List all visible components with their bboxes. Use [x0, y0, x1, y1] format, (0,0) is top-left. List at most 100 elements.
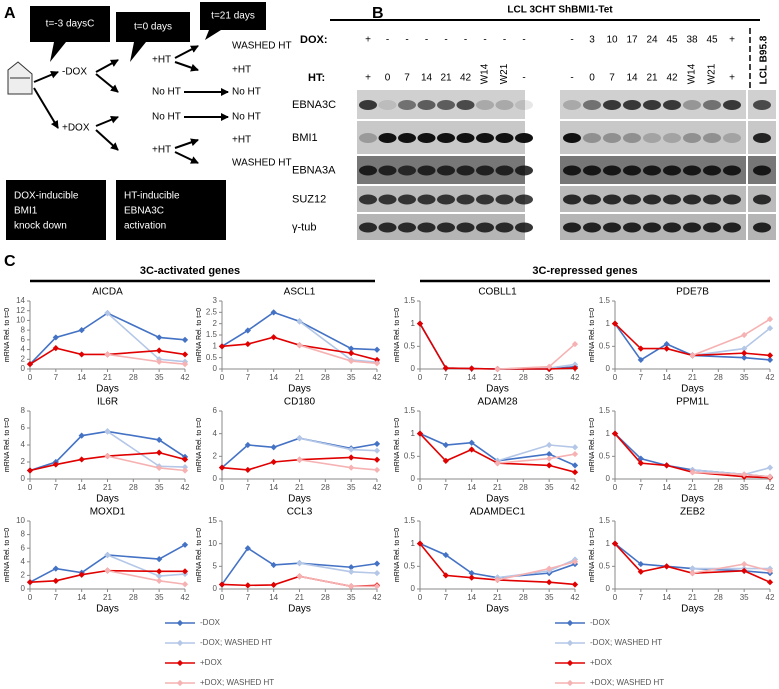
tube-icon: [7, 61, 33, 95]
y-tick-label: 1: [213, 341, 218, 350]
legend-label: +DOX: [590, 658, 613, 667]
point: [373, 570, 381, 577]
condition-label: +HT: [232, 65, 251, 76]
series-line: [299, 437, 378, 452]
point: [663, 563, 670, 570]
blot-band: [398, 133, 416, 143]
lane-label: 21: [440, 73, 452, 84]
point: [244, 466, 251, 474]
protein-label: EBNA3C: [292, 99, 336, 111]
x-axis-label: Days: [681, 604, 704, 615]
x-tick-label: 42: [181, 373, 190, 382]
x-tick-label: 42: [373, 373, 382, 382]
point: [296, 318, 303, 325]
x-tick-label: 42: [373, 593, 382, 602]
blot-band: [417, 165, 436, 176]
blot-band: [437, 133, 455, 143]
blot-band: [378, 194, 397, 205]
blot-band: [683, 194, 701, 205]
condition-label: No HT: [152, 87, 181, 98]
y-tick-label: 6: [21, 543, 26, 552]
point: [442, 551, 449, 559]
y-tick-label: 8: [21, 325, 26, 334]
point: [270, 458, 277, 466]
point: [611, 430, 619, 437]
x-tick-label: 28: [321, 593, 330, 602]
blot-band: [623, 194, 641, 205]
blot-band: [359, 194, 377, 205]
blot-band: [456, 194, 475, 205]
lane-label: -: [503, 35, 506, 46]
x-tick-label: 35: [545, 593, 554, 602]
blot-band: [583, 165, 601, 176]
point: [373, 466, 381, 474]
series-line: [497, 561, 576, 581]
y-tick-label: 0.5: [404, 451, 416, 460]
lane-label: 0: [589, 73, 595, 84]
lane-label: 38: [686, 35, 698, 46]
y-tick-label: 4: [213, 429, 218, 438]
chart-title: MOXD1: [90, 507, 126, 518]
point: [296, 435, 303, 442]
blot-band: [753, 100, 771, 110]
lane-label: 14: [421, 73, 433, 84]
blot-band: [563, 194, 581, 205]
legend-marker: [176, 679, 184, 687]
point: [373, 560, 381, 567]
lane-label: 10: [606, 35, 618, 46]
point: [156, 358, 163, 365]
condition-label: +HT: [232, 135, 251, 146]
point: [348, 446, 355, 453]
x-tick-label: 21: [688, 483, 697, 492]
blot-band: [603, 222, 621, 233]
y-tick-label: 0: [213, 364, 218, 373]
point: [766, 579, 774, 586]
x-tick-label: 28: [714, 373, 723, 382]
point: [348, 454, 355, 461]
y-tick-label: 4: [21, 345, 26, 354]
point: [26, 579, 34, 586]
legend-label: +DOX; WASHED HT: [590, 678, 664, 687]
point: [181, 351, 189, 358]
x-tick-label: 35: [155, 483, 164, 492]
point: [348, 357, 355, 365]
point: [296, 560, 303, 567]
y-tick-label: 1: [606, 429, 611, 438]
lane-label: +: [729, 73, 735, 84]
point: [78, 351, 85, 358]
blot-band: [359, 222, 377, 233]
x-tick-label: 42: [571, 593, 580, 602]
point: [270, 334, 277, 341]
series-line: [614, 433, 771, 479]
lane-label: -: [570, 73, 573, 84]
x-tick-label: 28: [321, 483, 330, 492]
condition-label: WASHED HT: [232, 158, 292, 169]
series-line: [614, 543, 771, 574]
point: [494, 460, 501, 467]
point: [348, 583, 355, 590]
x-tick-label: 14: [269, 593, 278, 602]
point: [741, 567, 748, 574]
x-tick-label: 21: [688, 373, 697, 382]
series-line: [221, 311, 378, 351]
blot-band: [359, 100, 377, 110]
point: [571, 558, 579, 565]
blot-band: [623, 222, 641, 233]
y-tick-label: 0.5: [404, 561, 416, 570]
y-tick-label: 10: [16, 516, 25, 525]
x-tick-label: 42: [181, 483, 190, 492]
x-tick-label: 21: [295, 483, 304, 492]
point: [663, 462, 670, 469]
lane-label: -: [425, 35, 428, 46]
point: [546, 455, 553, 462]
lane-label: -: [522, 35, 525, 46]
lane-label: -: [483, 35, 486, 46]
point: [348, 568, 355, 575]
x-tick-label: 28: [714, 593, 723, 602]
condition-label: +HT: [152, 55, 171, 66]
y-tick-label: 2: [21, 457, 26, 466]
series-line: [107, 569, 186, 586]
arrow: [95, 129, 119, 151]
blot-band: [495, 133, 514, 143]
blot-band: [398, 222, 416, 233]
